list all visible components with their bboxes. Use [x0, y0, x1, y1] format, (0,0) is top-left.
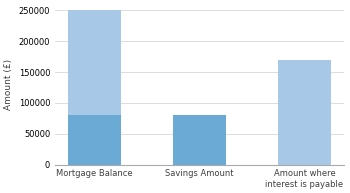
Bar: [68, 10, 121, 165]
Bar: [173, 115, 226, 165]
Bar: [68, 115, 121, 165]
Bar: [278, 60, 331, 165]
Y-axis label: Amount (£): Amount (£): [4, 59, 13, 110]
